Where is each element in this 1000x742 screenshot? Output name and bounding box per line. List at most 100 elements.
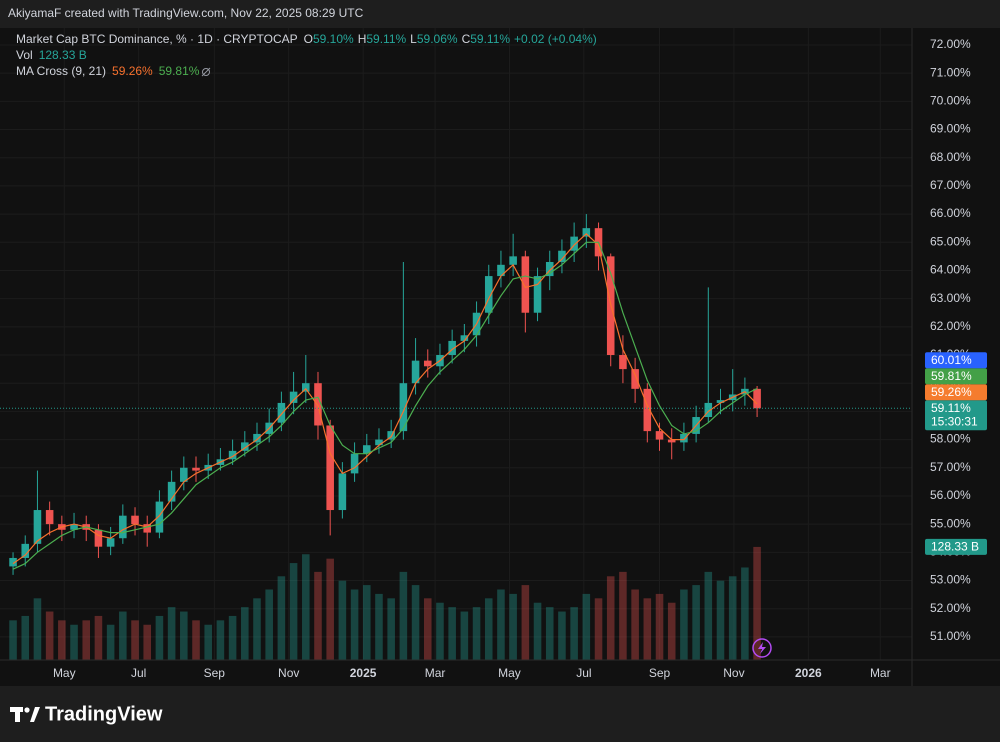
candle-body — [399, 383, 408, 432]
volume-bar — [45, 611, 54, 660]
volume-bar — [192, 620, 200, 660]
candle-body — [119, 515, 127, 539]
brand-name: TradingView — [45, 703, 163, 725]
ma-line — [12, 241, 758, 570]
legend-text: 59.26% — [112, 64, 153, 78]
volume-bar — [338, 580, 347, 660]
candle-body — [423, 360, 432, 367]
ma-line — [12, 232, 758, 565]
volume-bar — [155, 615, 164, 660]
candle-body — [131, 515, 139, 525]
candle-body — [643, 388, 652, 432]
volume-bar — [119, 611, 127, 660]
volume-bar — [728, 576, 737, 660]
volume-bar — [387, 598, 395, 660]
volume-bar — [82, 620, 91, 660]
legend-text: L — [410, 32, 417, 46]
candle-body — [94, 529, 103, 547]
price-tag-label: 59.81% — [931, 369, 972, 383]
candle-body — [558, 250, 566, 262]
volume-bar — [33, 598, 42, 660]
x-tick-label: Nov — [723, 666, 744, 680]
volume-bar — [558, 611, 566, 660]
volume-bar — [753, 546, 761, 660]
candle-body — [448, 340, 456, 356]
volume-bar — [619, 571, 627, 660]
legend-text: 59.06% — [417, 32, 458, 46]
volume-bar — [253, 598, 261, 660]
y-tick-label: 68.00% — [930, 150, 971, 164]
candle-body — [521, 256, 530, 313]
candle-body — [192, 467, 200, 471]
candle-body — [314, 383, 322, 426]
volume-bar — [545, 607, 554, 660]
volume-bar — [484, 598, 493, 660]
volume-bar — [680, 589, 688, 660]
volume-bar — [411, 585, 420, 660]
volume-bar — [350, 589, 359, 660]
candle-body — [253, 433, 261, 443]
y-tick-label: 64.00% — [930, 263, 971, 277]
volume-bar — [314, 571, 322, 660]
volume-bar — [497, 589, 505, 660]
candle-body — [277, 402, 286, 423]
legend-text: H — [358, 32, 367, 46]
y-tick-label: 70.00% — [930, 93, 971, 107]
y-tick-label: 72.00% — [930, 37, 971, 51]
candle-body — [667, 439, 676, 443]
candle-body — [411, 360, 420, 384]
volume-bar — [70, 624, 78, 660]
volume-bar — [21, 615, 30, 660]
volume-bar — [302, 554, 310, 660]
candle-body — [21, 543, 30, 558]
volume-bar — [289, 563, 298, 660]
candle-body — [9, 557, 17, 567]
legend-text: Vol — [16, 48, 33, 62]
y-tick-label: 53.00% — [930, 573, 971, 587]
lightning-icon[interactable] — [752, 638, 772, 658]
candle-body — [509, 256, 517, 265]
price-tag — [925, 352, 987, 369]
volume-bar — [448, 607, 456, 660]
volume-bar — [362, 585, 371, 660]
x-tick-label: May — [53, 666, 76, 680]
volume-bar — [521, 585, 530, 660]
price-tag — [925, 368, 987, 385]
hide-icon[interactable] — [201, 67, 211, 77]
volume-bar — [94, 615, 103, 660]
volume-bar — [643, 598, 652, 660]
candle-body — [387, 431, 395, 440]
volume-bar — [594, 598, 603, 660]
candle-body — [106, 538, 115, 547]
y-tick-label: 67.00% — [930, 178, 971, 192]
volume-bar — [436, 602, 444, 660]
candle-body — [155, 501, 164, 533]
volume-bar — [143, 624, 152, 660]
volume-bar — [58, 620, 66, 660]
candle-body — [704, 402, 713, 418]
candle-body — [326, 425, 334, 511]
candle-body — [350, 453, 359, 474]
legend-text: 128.33 B — [39, 48, 87, 62]
x-tick-label: Jul — [576, 666, 591, 680]
y-tick-label: 51.00% — [930, 629, 971, 643]
candle-body — [619, 355, 627, 370]
volume-bar — [265, 589, 273, 660]
y-tick-label: 71.00% — [930, 65, 971, 79]
candle-body — [228, 450, 237, 460]
volume-bar — [692, 585, 700, 660]
y-tick-label: 69.00% — [930, 122, 971, 136]
volume-bar — [631, 589, 639, 660]
candle-body — [375, 439, 383, 446]
y-tick-label: 57.00% — [930, 460, 971, 474]
chart-pane — [0, 28, 1000, 686]
x-tick-label: Nov — [278, 666, 299, 680]
brand-logo — [10, 707, 40, 722]
candle-body — [180, 467, 188, 482]
volume-bar — [241, 607, 249, 660]
price-tag-label: 59.11% — [931, 401, 971, 415]
x-tick-label: May — [498, 666, 521, 680]
candle-body — [143, 524, 152, 533]
volume-bar — [704, 571, 713, 660]
